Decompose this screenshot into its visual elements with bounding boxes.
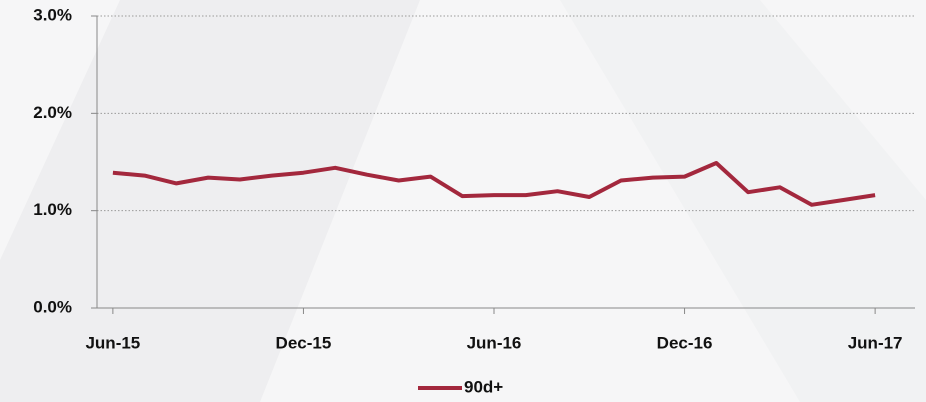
series-line xyxy=(112,161,876,207)
x-tick-label: Dec-15 xyxy=(276,333,332,352)
decor xyxy=(560,0,926,402)
x-tick-label: Jun-16 xyxy=(467,333,522,352)
y-tick-label: 0.0% xyxy=(33,297,72,316)
y-tick-label: 2.0% xyxy=(33,103,72,122)
x-tick-label: Jun-15 xyxy=(85,333,140,352)
y-tick-label: 1.0% xyxy=(33,200,72,219)
x-tick-label: Dec-16 xyxy=(657,333,713,352)
x-tick-label: Jun-17 xyxy=(848,333,903,352)
decor xyxy=(0,0,420,402)
legend-label: 90d+ xyxy=(464,377,503,396)
y-tick-label: 3.0% xyxy=(33,5,72,24)
